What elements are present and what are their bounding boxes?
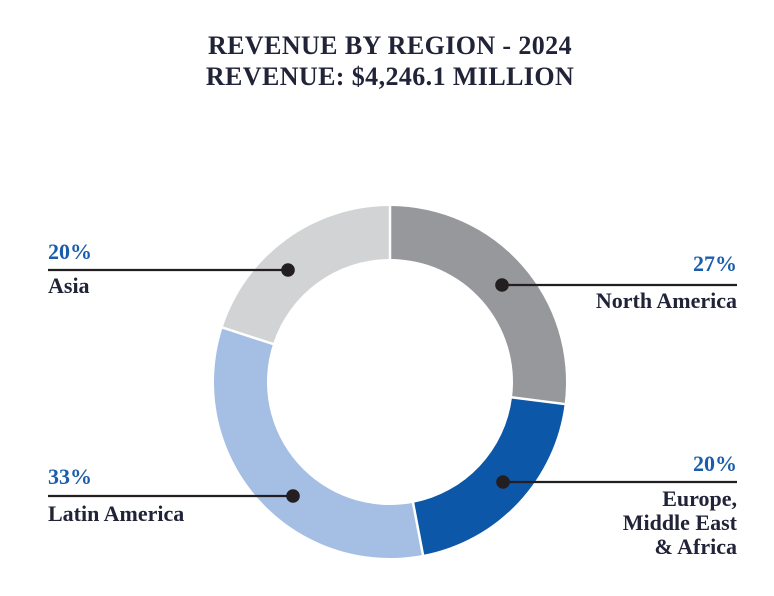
north-america-callout-dot [495,278,509,292]
north-america-percent: 27% [693,251,737,276]
donut-segment-asia [222,206,390,344]
donut-segment-latin-america [214,327,423,558]
chart-title-line1: REVENUE BY REGION - 2024 [207,31,572,60]
emea-percent: 20% [693,451,737,476]
emea-label-line3: & Africa [654,534,737,559]
latin-america-label: Latin America [48,501,185,526]
latin-america-callout-dot [286,489,300,503]
segment-separator [220,325,276,346]
emea-label-line2: Middle East [622,510,737,535]
asia-label: Asia [48,273,90,298]
chart-title-line2: REVENUE: $4,246.1 MILLION [205,62,575,91]
donut-segment-europe-middle-east-africa [413,397,565,555]
chart-title: REVENUE BY REGION - 2024 REVENUE: $4,246… [3,30,774,92]
latin-america-percent: 33% [48,464,92,489]
emea-callout-dot [496,475,510,489]
emea-label: Europe, Middle East & Africa [623,487,737,559]
emea-label-line1: Europe, [662,486,737,511]
donut-segment-north-america [390,206,566,405]
asia-percent: 20% [48,239,92,264]
segment-separator [509,395,567,406]
segment-separator [411,500,425,558]
north-america-label: North America [595,288,737,313]
asia-callout-dot [281,263,295,277]
